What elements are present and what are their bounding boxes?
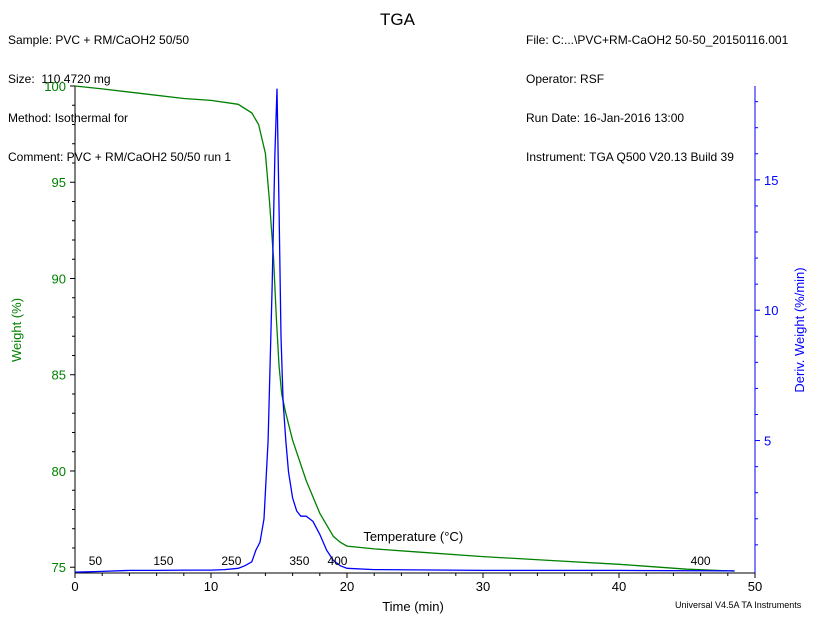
y2-tick-label: 5 [764, 434, 771, 449]
deriv-weight-line [75, 89, 735, 573]
temperature-marker: 400 [691, 554, 711, 568]
y2-tick-label: 10 [764, 303, 778, 318]
x-axis-label: Time (min) [382, 599, 444, 614]
y-tick-label: 95 [52, 175, 66, 190]
y-tick-label: 75 [52, 560, 66, 575]
y2-tick-label: 15 [764, 173, 778, 188]
x-tick-label: 40 [612, 579, 626, 594]
temperature-marker: 350 [289, 554, 309, 568]
y-axis-label: Weight (%) [9, 298, 24, 362]
temperature-label: Temperature (°C) [363, 529, 463, 544]
y-tick-label: 85 [52, 368, 66, 383]
y-tick-label: 90 [52, 271, 66, 286]
temperature-marker: 50 [89, 554, 103, 568]
x-tick-label: 0 [71, 579, 78, 594]
x-tick-label: 20 [340, 579, 354, 594]
temperature-marker: 150 [153, 554, 173, 568]
y-tick-label: 80 [52, 464, 66, 479]
y2-axis-label: Deriv. Weight (%/min) [792, 267, 807, 392]
temperature-annotations: 50 150 250 350 400 400 Temperature (°C) [89, 529, 711, 568]
x-tick-label: 10 [204, 579, 218, 594]
y-tick-label: 100 [44, 79, 66, 94]
x-tick-label: 30 [476, 579, 490, 594]
axes: 0 10 20 30 40 50 75 80 85 90 95 100 5 10 15 [44, 79, 778, 594]
series-group [75, 86, 735, 572]
temperature-marker: 400 [327, 554, 347, 568]
software-footer: Universal V4.5A TA Instruments [675, 600, 801, 610]
x-tick-label: 50 [748, 579, 762, 594]
weight-line [75, 86, 735, 571]
temperature-marker: 250 [221, 554, 241, 568]
